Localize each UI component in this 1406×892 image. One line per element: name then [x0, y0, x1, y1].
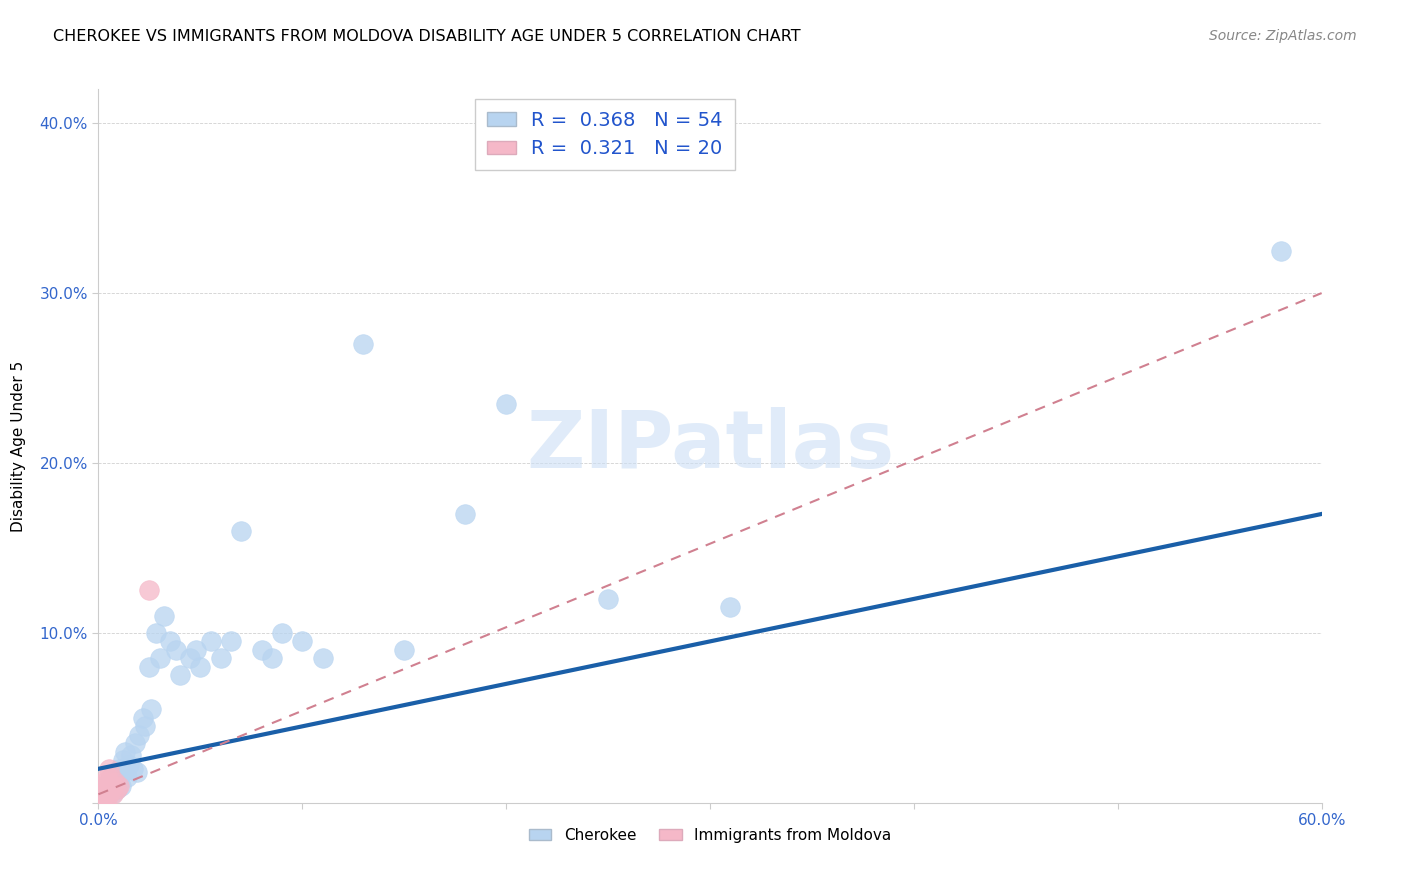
Point [104, 775, 127, 789]
Y-axis label: Disability Age Under 5: Disability Age Under 5 [11, 360, 25, 532]
Point [104, 765, 127, 780]
Point [152, 608, 174, 623]
Point [97, 787, 120, 801]
Point [260, 651, 283, 665]
Point [100, 782, 122, 797]
Point [312, 651, 335, 665]
Point [97, 779, 120, 793]
Point [169, 668, 191, 682]
Point [141, 702, 163, 716]
Point [138, 660, 160, 674]
Point [149, 651, 172, 665]
Text: CHEROKEE VS IMMIGRANTS FROM MOLDOVA DISABILITY AGE UNDER 5 CORRELATION CHART: CHEROKEE VS IMMIGRANTS FROM MOLDOVA DISA… [53, 29, 801, 45]
Point [1270, 244, 1292, 258]
Point [495, 396, 517, 410]
Point [120, 748, 142, 763]
Point [105, 782, 128, 797]
Point [101, 779, 124, 793]
Point [111, 765, 134, 780]
Point [179, 651, 201, 665]
Point [392, 643, 416, 657]
Point [108, 770, 131, 784]
Point [270, 626, 294, 640]
Point [138, 583, 160, 598]
Point [101, 779, 124, 793]
Point [134, 719, 156, 733]
Point [291, 634, 314, 648]
Point [352, 337, 374, 351]
Point [250, 643, 273, 657]
Point [97, 775, 120, 789]
Point [124, 736, 146, 750]
Point [219, 634, 242, 648]
Point [159, 634, 181, 648]
Point [118, 758, 141, 772]
Text: ZIPatlas: ZIPatlas [526, 407, 894, 485]
Point [186, 643, 208, 657]
Point [200, 634, 222, 648]
Point [108, 762, 131, 776]
Point [122, 762, 145, 776]
Point [145, 626, 167, 640]
Point [96, 782, 118, 797]
Text: Source: ZipAtlas.com: Source: ZipAtlas.com [1209, 29, 1357, 44]
Point [454, 507, 477, 521]
Point [127, 765, 149, 780]
Point [108, 779, 131, 793]
Point [105, 782, 128, 797]
Point [598, 591, 620, 606]
Point [231, 524, 253, 538]
Point [93, 782, 115, 797]
Point [100, 770, 122, 784]
Point [101, 786, 124, 800]
Point [110, 779, 132, 793]
Legend: Cherokee, Immigrants from Moldova: Cherokee, Immigrants from Moldova [523, 822, 897, 848]
Point [91, 779, 114, 793]
Point [93, 787, 115, 801]
Point [101, 787, 124, 801]
Point [96, 770, 118, 784]
Point [128, 728, 150, 742]
Point [93, 782, 115, 797]
Point [89, 787, 111, 801]
Point [100, 770, 122, 784]
Point [111, 753, 134, 767]
Point [91, 790, 114, 805]
Point [132, 711, 155, 725]
Point [104, 775, 127, 789]
Point [97, 762, 120, 776]
Point [96, 786, 118, 800]
Point [114, 745, 136, 759]
Point [115, 770, 138, 784]
Point [165, 643, 187, 657]
Point [96, 790, 118, 805]
Point [91, 787, 114, 801]
Point [93, 775, 115, 789]
Point [100, 782, 122, 797]
Point [97, 779, 120, 793]
Point [188, 660, 212, 674]
Point [209, 651, 232, 665]
Point [718, 600, 742, 615]
